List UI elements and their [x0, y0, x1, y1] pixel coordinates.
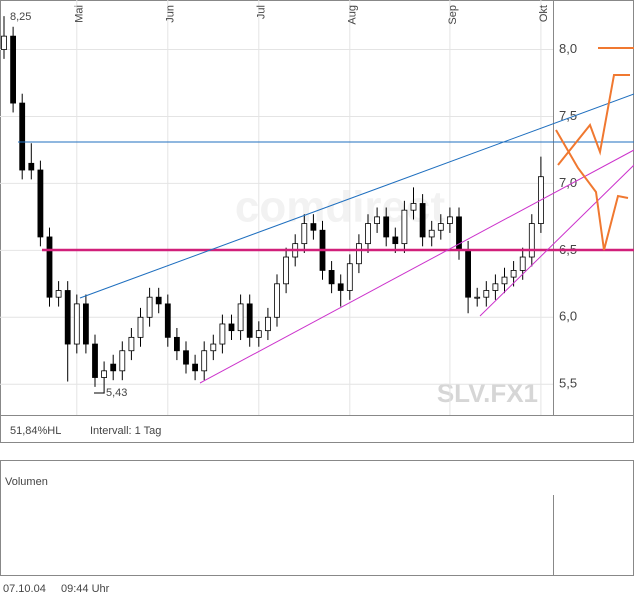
candle-body	[365, 223, 371, 245]
candle-body	[192, 363, 199, 372]
candle-body	[92, 343, 98, 378]
x-tick-label: Aug	[347, 5, 359, 25]
candle-body	[19, 102, 26, 171]
candle-body	[219, 323, 226, 345]
candle-body	[110, 363, 117, 372]
range-info: 51,84%HL	[10, 425, 61, 437]
interval: Intervall: 1 Tag	[90, 425, 161, 437]
candle-body	[28, 162, 35, 171]
candle-body	[410, 203, 417, 211]
candle-body	[501, 276, 508, 285]
candle-body	[274, 283, 280, 318]
candle-body	[346, 263, 353, 291]
candle-body	[101, 370, 107, 378]
candle-body	[55, 290, 62, 298]
volume-panel	[0, 460, 634, 576]
candle-body	[64, 290, 71, 345]
candle-body	[128, 336, 135, 352]
candle-body	[301, 223, 308, 245]
annotation-arrow	[557, 74, 630, 166]
candle-body	[465, 249, 472, 298]
candle-body	[492, 283, 499, 291]
time: 09:44 Uhr	[61, 583, 110, 595]
x-tick-label: Sep	[447, 5, 459, 25]
watermark: comdirect	[235, 183, 446, 232]
y-tick-label: 7,0	[559, 175, 577, 190]
candle-body	[528, 223, 535, 258]
y-tick-label: 8,0	[559, 41, 577, 56]
candle-body	[374, 216, 381, 224]
candle-body	[1, 35, 7, 50]
candle-body	[155, 296, 162, 305]
candle-body	[337, 283, 344, 291]
high-label: 8,25	[10, 11, 31, 23]
volume-title: Volumen	[5, 476, 48, 488]
candle-body	[328, 270, 335, 285]
candle-body	[201, 350, 208, 372]
low-label: 5,43	[106, 387, 127, 399]
candle-body	[392, 236, 399, 245]
candle-body	[255, 330, 262, 338]
candle-body	[419, 203, 426, 238]
x-tick-label: Mai	[74, 5, 86, 23]
candle-body	[383, 216, 390, 238]
candle-body	[83, 303, 89, 345]
candle-body	[510, 270, 517, 278]
x-tick-label: Jun	[165, 5, 177, 23]
candle-body	[246, 303, 253, 338]
trend-line	[79, 93, 634, 299]
candle-body	[228, 323, 235, 332]
candle-body	[183, 350, 189, 365]
y-tick-label: 6,0	[559, 309, 577, 324]
candle-body	[283, 256, 290, 285]
candle-body	[73, 303, 80, 345]
date: 07.10.04	[3, 583, 46, 595]
candle-body	[437, 223, 444, 231]
candle-body	[10, 35, 17, 104]
price-panel	[0, 0, 634, 443]
candle-body	[146, 296, 153, 318]
candle-body	[164, 303, 171, 338]
candle-body	[355, 243, 362, 265]
candle-body	[401, 209, 408, 245]
drawings	[18, 47, 634, 384]
candle-body	[237, 303, 244, 332]
candle-body	[210, 343, 217, 352]
y-tick-label: 5,5	[559, 376, 577, 391]
candle-body	[310, 223, 317, 231]
trend-line	[199, 149, 634, 384]
candle-body	[519, 256, 526, 271]
candle-body	[428, 229, 435, 238]
candle-body	[37, 169, 44, 238]
candle-body	[264, 316, 271, 332]
candle-body	[474, 296, 481, 299]
candle-body	[446, 216, 453, 224]
x-tick-label: Okt	[538, 5, 550, 22]
y-tick-label: 7,5	[559, 108, 577, 123]
candle-body	[483, 290, 490, 298]
candle-body	[173, 336, 180, 352]
trend-line	[479, 164, 634, 317]
symbol: SLV.FX1	[437, 378, 538, 408]
annotation-arrow	[555, 129, 629, 251]
candle-body	[119, 350, 126, 372]
candle-body	[46, 236, 53, 298]
x-tick-label: Jul	[256, 5, 268, 19]
candle-body	[137, 316, 144, 338]
